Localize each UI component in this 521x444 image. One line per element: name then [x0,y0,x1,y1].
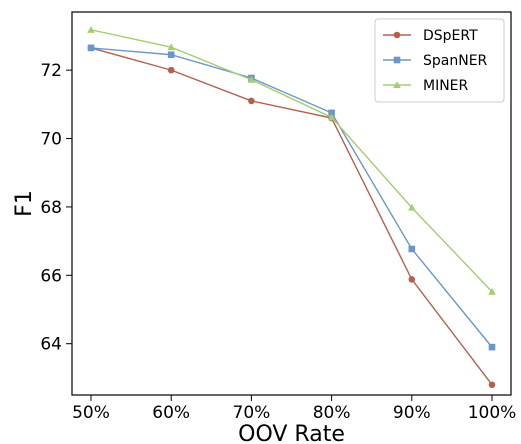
data-point-miner [327,113,336,121]
data-point-miner [87,25,95,33]
legend-item-spanner: SpanNER [383,53,488,69]
data-point-miner [167,43,175,51]
y-tick-label: 70 [40,130,62,150]
data-point-spanner [167,51,175,59]
data-point-miner [247,75,256,83]
data-point-dspert [488,381,496,389]
data-point-miner [408,203,416,211]
legend-label-miner: MINER [423,78,469,94]
x-axis-title: OOV Rate [238,422,345,444]
plot-frame [71,11,512,396]
data-point-miner [488,287,496,295]
legend-label-dspert: DSpERT [423,28,478,44]
y-tick-label: 68 [40,198,62,218]
data-point-spanner [87,44,95,52]
data-point-spanner [328,109,335,117]
data-point-spanner [488,343,496,351]
legend-marker-spanner [393,56,401,64]
x-tick-label: 70% [233,403,271,423]
x-tick-label: 100% [468,403,517,423]
legend-box [374,18,505,103]
y-tick-label: 64 [40,335,62,355]
series-miner [87,25,496,295]
series-line-dspert [90,47,493,386]
x-tick-label: 60% [152,403,190,423]
legend: DSpERT SpanNER MINER [374,18,505,103]
legend-marker-dspert [393,31,401,39]
series-group [87,25,496,389]
y-tick-label: 66 [40,266,62,286]
data-point-dspert [167,66,175,74]
y-tick-label: 72 [40,61,62,81]
series-line-miner [90,29,493,293]
axes: 64 66 68 70 72 50% 60% 70% 80% 90% 100% [40,61,516,423]
y-axis-title: F1 [12,190,37,217]
data-point-dspert [248,97,255,105]
x-tick-label: 50% [72,403,110,423]
data-point-spanner [408,245,416,253]
x-tick-label: 90% [393,403,431,423]
x-tick-label: 80% [313,403,351,423]
legend-marker-miner [393,81,401,89]
legend-item-dspert: DSpERT [383,28,478,44]
data-point-dspert [408,276,416,283]
plot-area [71,11,512,396]
legend-label-spanner: SpanNER [423,53,488,69]
series-line-spanner [90,47,493,348]
legend-item-miner: MINER [383,78,469,94]
